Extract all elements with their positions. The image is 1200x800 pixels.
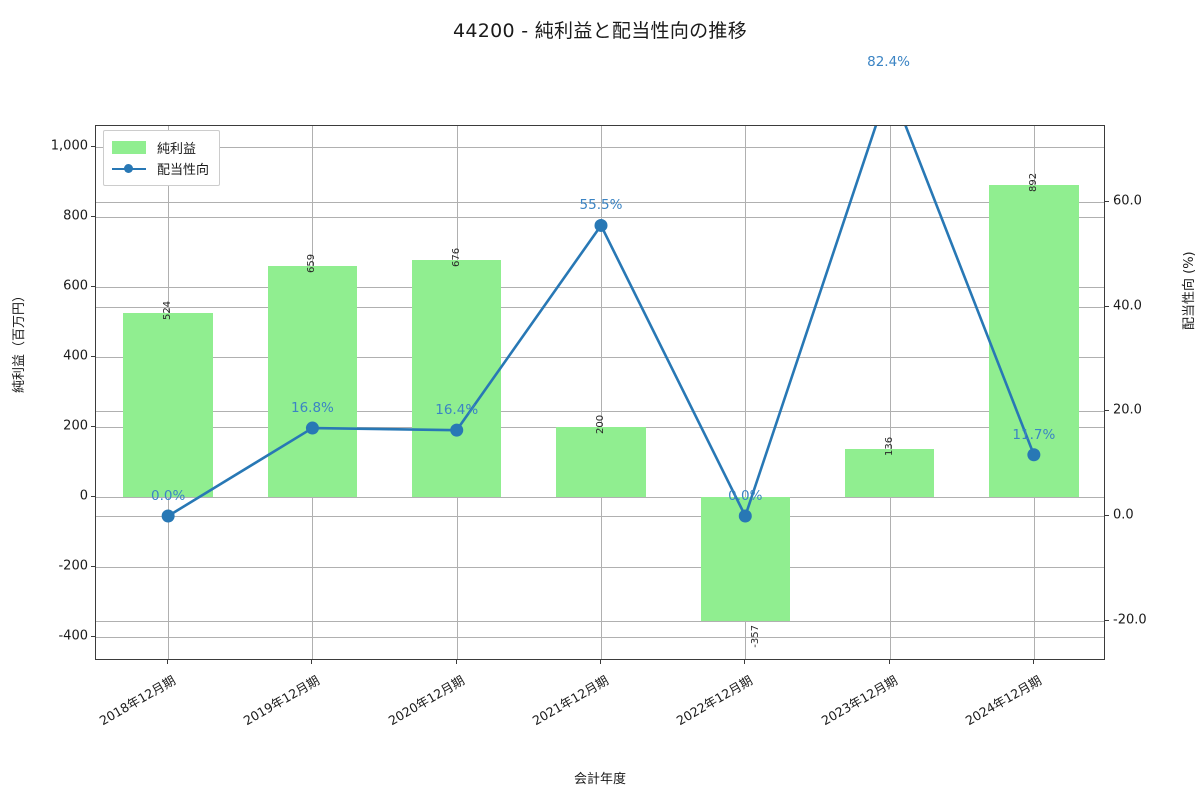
x-axis-tickmark — [600, 660, 601, 664]
line-value-label: 0.0% — [150, 487, 186, 504]
gridline-horizontal — [96, 286, 1104, 288]
gridline-horizontal — [96, 146, 1104, 148]
y-axis-right-tickmark — [1105, 514, 1109, 516]
y-axis-left-label: 純利益（百万円） — [12, 288, 27, 393]
line-value-label: 16.4% — [435, 402, 479, 419]
x-axis-tickmark — [888, 660, 890, 664]
y-axis-right-tick-label: 60.0 — [1113, 193, 1142, 209]
y-axis-right-tickmark — [1105, 410, 1109, 412]
legend-item-net-income: 純利益 — [112, 137, 209, 158]
x-axis-tick-label: 2024年12月期 — [962, 672, 1044, 729]
y-axis-left-tick-label: 1,000 — [50, 138, 88, 154]
legend-label-payout-ratio: 配当性向 — [157, 163, 210, 178]
y-axis-right-tick-label: 40.0 — [1113, 298, 1142, 314]
x-axis-tickmark — [1032, 660, 1034, 664]
gridline-horizontal-secondary — [96, 306, 1104, 308]
line-swatch-icon — [112, 162, 146, 175]
y-axis-right-tick-label: -20.0 — [1113, 612, 1147, 628]
x-axis-tickmark — [311, 660, 313, 664]
y-axis-right-tick-label: 20.0 — [1113, 402, 1142, 418]
bar-value-label: 892 — [1027, 172, 1039, 192]
line-value-label: 11.7% — [1012, 426, 1056, 443]
gridline-horizontal — [96, 496, 1104, 498]
y-axis-left-tickmark — [91, 495, 95, 497]
x-axis-tick-label: 2020年12月期 — [385, 672, 467, 729]
chart-title: 44200 - 純利益と配当性向の推移 — [452, 20, 748, 42]
y-axis-left-tick-label: -200 — [58, 558, 88, 574]
gridline-horizontal-secondary — [96, 515, 1104, 517]
gridline-vertical — [889, 126, 891, 659]
line-value-label: 55.5% — [579, 197, 623, 214]
plot-area: 524 659 676 200 -357 136 892 0.0% 16.8% 16.4% 55.… — [95, 125, 1105, 660]
legend-label-net-income: 純利益 — [157, 142, 197, 157]
x-axis-tick-label: 2023年12月期 — [818, 672, 900, 729]
y-axis-left-tick-label: 200 — [63, 418, 88, 434]
y-axis-right-tick-label: 0.0 — [1113, 507, 1134, 523]
gridline-horizontal — [96, 216, 1104, 218]
y-axis-left-tick-label: 0 — [79, 488, 88, 504]
x-axis-tickmark — [455, 660, 457, 664]
y-axis-right-tickmark — [1105, 619, 1109, 621]
x-axis-tick-label: 2022年12月期 — [673, 672, 756, 729]
bar-value-label: 200 — [595, 414, 606, 434]
y-axis-left-tick-label: 800 — [63, 208, 88, 224]
y-axis-left-tickmark — [91, 565, 95, 567]
bar-value-label: 136 — [883, 437, 895, 457]
y-axis-left-tickmark — [91, 145, 95, 147]
x-axis-tickmark — [167, 660, 169, 664]
gridline-horizontal — [96, 636, 1104, 638]
x-axis-tick-label: 2019年12月期 — [241, 672, 323, 729]
legend-item-payout-ratio: 配当性向 — [112, 158, 209, 179]
gridline-horizontal-secondary — [96, 411, 1104, 413]
bar — [123, 313, 213, 497]
gridline-horizontal — [96, 566, 1104, 568]
line-value-label: 16.8% — [290, 400, 334, 417]
y-axis-right-tickmark — [1105, 200, 1109, 202]
x-axis-label: 会計年度 — [573, 772, 626, 787]
bar-value-label: 524 — [162, 301, 174, 321]
line-value-label: 0.0% — [728, 487, 763, 504]
gridline-horizontal — [96, 356, 1104, 358]
bar — [411, 260, 502, 497]
bar-swatch-icon — [112, 141, 146, 154]
line-value-label-offscale: 82.4% — [867, 54, 911, 70]
x-axis-tick-label: 2021年12月期 — [529, 672, 611, 729]
y-axis-left-tick-label: 400 — [63, 348, 88, 364]
bar-value-label: 676 — [450, 248, 462, 268]
y-axis-left-tickmark — [91, 355, 95, 357]
bar — [989, 184, 1079, 497]
x-axis-tickmark — [744, 660, 746, 664]
chart-legend: 純利益 配当性向 — [103, 130, 221, 186]
y-axis-left-tick-label: -400 — [58, 628, 88, 644]
y-axis-left-tickmark — [91, 215, 95, 217]
bar — [556, 426, 646, 497]
y-axis-right-label: 配当性向 (%) — [1182, 251, 1197, 330]
y-axis-left-tickmark — [91, 285, 95, 287]
y-axis-right-tickmark — [1105, 305, 1109, 307]
bar — [700, 496, 790, 622]
y-axis-left-tickmark — [91, 635, 95, 637]
bar — [267, 266, 358, 497]
bar-value-label: -357 — [750, 625, 762, 649]
gridline-horizontal-secondary — [96, 620, 1104, 622]
y-axis-left-tick-label: 600 — [63, 278, 88, 294]
bar — [844, 449, 935, 497]
y-axis-left-tickmark — [91, 425, 95, 427]
bar-value-label: 659 — [306, 254, 318, 274]
x-axis-tick-label: 2018年12月期 — [96, 672, 179, 729]
